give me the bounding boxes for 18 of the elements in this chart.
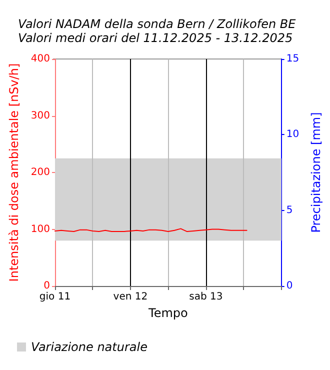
y-tick-label: 400: [30, 54, 50, 64]
y-tick-label: 0: [44, 280, 50, 292]
y2-tick-label: 0: [286, 280, 293, 292]
x-tick-label: sab 13: [189, 292, 223, 302]
y2-tick-label: 15: [286, 54, 300, 64]
y-tick-label: 100: [30, 224, 50, 235]
chart-subtitle: Valori medi orari del 11.12.2025 - 13.12.2025: [18, 31, 293, 45]
legend-label: Variazione naturale: [31, 340, 148, 354]
y2-tick-label: 5: [286, 204, 293, 216]
y-axis-title: Intensità di dose ambientale [nSv/h]: [7, 63, 21, 282]
x-tick-label: gio 11: [39, 292, 71, 302]
y-tick-label: 300: [30, 110, 50, 122]
x-tick-label: ven 12: [113, 292, 148, 302]
y-tick-label: 200: [30, 167, 50, 178]
chart-title: Valori NADAM della sonda Bern / Zollikofen BE: [18, 17, 296, 31]
y2-axis-title: Precipitazione [mm]: [309, 112, 323, 233]
y2-tick-label: 10: [286, 129, 300, 140]
x-axis-title: Tempo: [148, 306, 188, 320]
